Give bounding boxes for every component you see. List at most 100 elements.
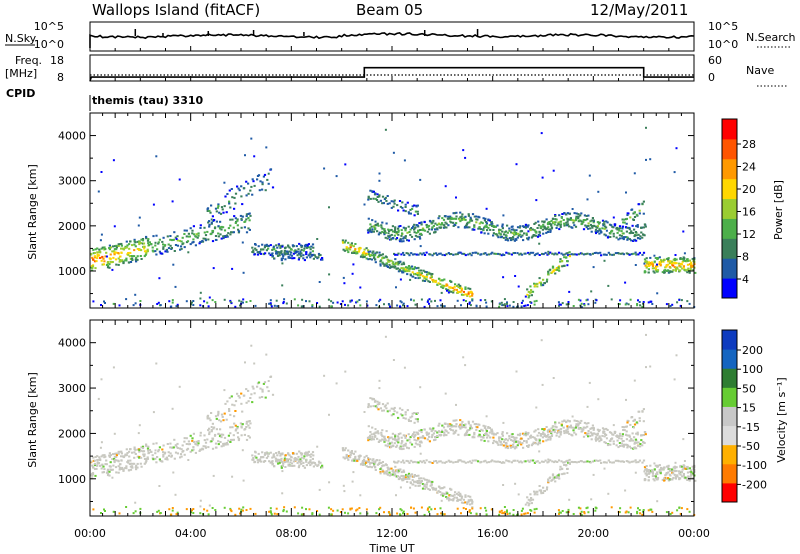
velocity-cell <box>125 467 128 470</box>
power-cell <box>665 303 668 306</box>
power-cell <box>367 258 370 261</box>
velocity-cell <box>547 460 550 463</box>
velocity-cell <box>160 460 163 463</box>
velocity-cell <box>292 460 295 463</box>
velocity-cell <box>557 475 560 478</box>
velocity-cell <box>187 459 190 461</box>
power-cell <box>515 232 518 234</box>
velocity-cell <box>231 426 234 429</box>
velocity-cell <box>501 438 504 441</box>
power-cell <box>122 261 125 264</box>
power-cell <box>292 244 295 247</box>
power-cell <box>404 206 407 208</box>
power-cell <box>425 275 428 278</box>
velocity-cell <box>544 459 547 462</box>
velocity-cell <box>512 443 515 446</box>
velocity-cell <box>185 508 188 511</box>
power-cell <box>95 260 98 263</box>
velocity-cell <box>393 406 396 409</box>
velocity-cell <box>552 377 555 379</box>
power-cell <box>343 282 346 285</box>
power-cell <box>603 233 606 236</box>
velocity-cell <box>409 436 412 439</box>
power-cell <box>487 219 490 222</box>
power-cell <box>650 300 653 303</box>
power-cell <box>682 265 685 268</box>
velocity-cell <box>503 438 506 441</box>
velocity-cell <box>118 463 122 466</box>
power-cell <box>124 259 127 262</box>
power-cell <box>523 226 526 228</box>
power-cell <box>501 253 504 256</box>
velocity-cell <box>568 498 571 501</box>
power-cell <box>407 225 410 228</box>
power-cell <box>176 303 179 306</box>
power-cell <box>588 174 591 177</box>
power-cell <box>552 269 555 272</box>
velocity-cell <box>318 461 321 464</box>
velocity-cell <box>688 470 692 473</box>
power-cell <box>179 245 183 248</box>
power-cell <box>148 241 151 244</box>
power-cell <box>226 235 229 238</box>
noise-right-tick-top: 10^5 <box>708 20 738 33</box>
velocity-cell <box>621 426 624 428</box>
power-cell <box>150 243 153 245</box>
power-cell <box>297 248 300 251</box>
velocity-cell <box>641 410 644 413</box>
velocity-cell <box>547 480 550 483</box>
velocity-cell <box>590 438 593 441</box>
velocity-cell <box>309 460 312 463</box>
power-cell <box>259 250 262 253</box>
power-cell <box>441 222 444 225</box>
power-cell <box>100 171 103 173</box>
power-cell <box>488 224 491 227</box>
nave-label: Nave <box>746 64 774 77</box>
power-cell <box>409 212 412 215</box>
power-cell <box>488 219 491 222</box>
velocity-cell <box>404 436 407 439</box>
power-cell <box>497 252 500 255</box>
velocity-cell <box>309 459 312 462</box>
velocity-cell <box>642 509 645 511</box>
power-cell <box>501 227 504 230</box>
power-cell <box>344 163 347 166</box>
velocity-cell <box>467 461 470 464</box>
velocity-cell <box>248 420 251 422</box>
velocity-cell <box>580 427 583 430</box>
velocity-cell <box>645 333 647 336</box>
velocity-cell <box>440 487 444 490</box>
velocity-cell <box>287 464 290 467</box>
velocity-cell <box>498 437 501 440</box>
velocity-cell <box>417 461 420 464</box>
velocity-cell <box>411 461 415 464</box>
power-cell <box>408 267 411 270</box>
power-cell <box>169 235 172 237</box>
velocity-cell <box>441 431 444 433</box>
velocity-cell <box>405 477 409 480</box>
velocity-cell <box>215 417 218 420</box>
power-cell <box>112 245 115 248</box>
power-cell <box>480 221 483 224</box>
velocity-cell <box>385 430 388 433</box>
velocity-cell <box>525 441 528 444</box>
power-cell <box>498 253 501 256</box>
velocity-cell <box>682 438 685 441</box>
velocity-cell <box>571 434 574 437</box>
velocity-cell <box>265 353 268 356</box>
power-cell <box>461 218 464 221</box>
power-cell <box>410 298 412 301</box>
power-cell <box>425 251 428 254</box>
power-cell <box>692 269 695 272</box>
velocity-cell <box>390 407 393 410</box>
velocity-cell <box>395 445 398 448</box>
velocity-cell <box>138 450 141 453</box>
power-cell <box>211 229 214 232</box>
power-cell <box>485 224 488 227</box>
power-cell <box>510 231 513 234</box>
power-cell <box>401 206 404 209</box>
power-cell <box>419 232 423 235</box>
velocity-cell <box>228 396 231 399</box>
velocity-cell <box>415 413 418 415</box>
power-cell <box>207 238 210 241</box>
